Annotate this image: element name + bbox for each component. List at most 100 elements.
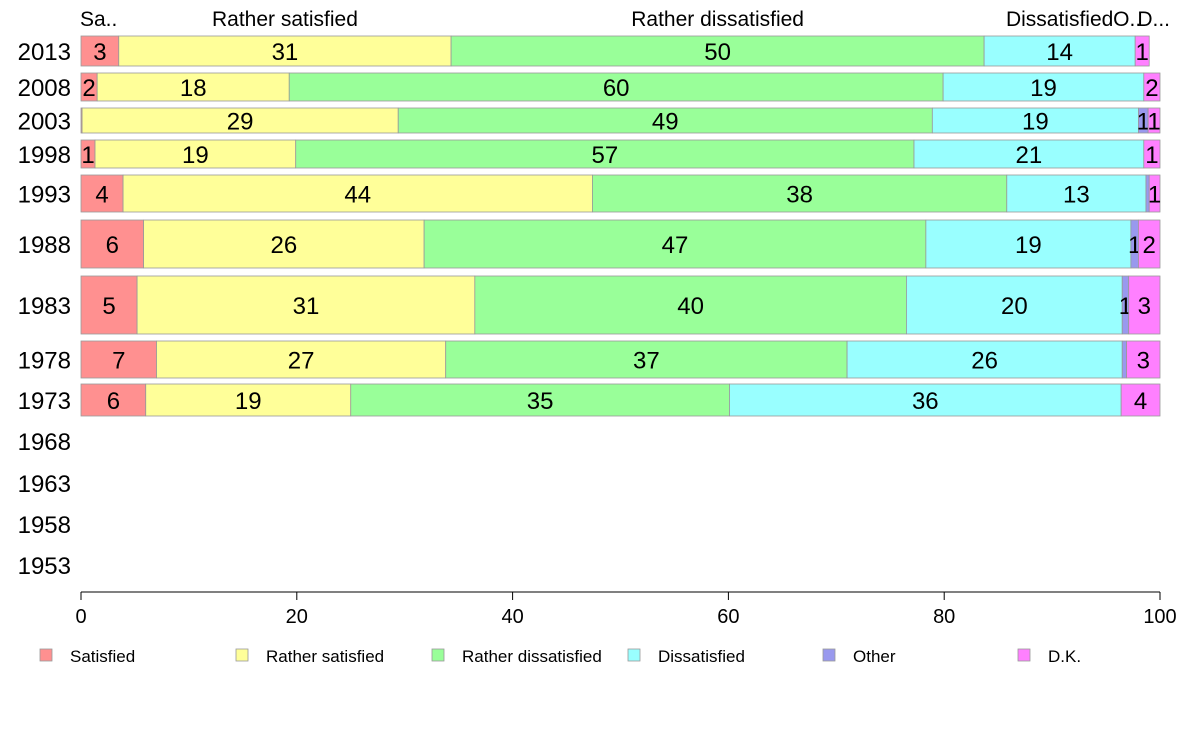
legend-swatch bbox=[1017, 648, 1031, 662]
top-segment-label: Dissatisfied bbox=[1006, 8, 1113, 31]
data-label: 21 bbox=[1016, 142, 1043, 169]
legend-swatch bbox=[822, 648, 836, 662]
data-label: 26 bbox=[971, 348, 998, 375]
data-label: 19 bbox=[1015, 232, 1042, 259]
bar-segment bbox=[450, 35, 985, 67]
x-tick-label: 80 bbox=[933, 606, 955, 628]
data-label: 40 bbox=[677, 293, 704, 320]
data-label: 36 bbox=[912, 388, 939, 415]
bar-segment bbox=[925, 219, 1132, 269]
bar-segment bbox=[80, 35, 120, 67]
data-label: 6 bbox=[107, 388, 120, 415]
bar-segment bbox=[1121, 340, 1127, 379]
data-label: 1 bbox=[1137, 109, 1150, 136]
bar-segment bbox=[1143, 139, 1161, 169]
data-label: 1 bbox=[1128, 232, 1141, 259]
data-label: 19 bbox=[1030, 75, 1057, 102]
bar-segment bbox=[122, 174, 593, 213]
top-segment-label: O.. bbox=[1113, 8, 1141, 31]
data-label: 2 bbox=[82, 75, 95, 102]
category-label: 1998 bbox=[18, 142, 71, 169]
data-label: 50 bbox=[704, 39, 731, 66]
bar-segment bbox=[1147, 107, 1161, 134]
top-segment-label: Rather dissatisfied bbox=[631, 8, 804, 31]
legend-swatch bbox=[627, 648, 641, 662]
data-label: 20 bbox=[1001, 293, 1028, 320]
data-label: 1 bbox=[1147, 109, 1160, 136]
bar-segment bbox=[81, 107, 399, 134]
bar-segment bbox=[1128, 275, 1161, 335]
data-label: 3 bbox=[1137, 348, 1150, 375]
legend-swatch bbox=[235, 648, 249, 662]
legend-swatch bbox=[431, 648, 445, 662]
data-label: 5 bbox=[102, 293, 115, 320]
bar-segment bbox=[1134, 35, 1150, 67]
bar-segment bbox=[913, 139, 1145, 169]
legend-label: Rather dissatisfied bbox=[462, 647, 602, 666]
data-label: 14 bbox=[1046, 39, 1073, 66]
legend-label: Dissatisfied bbox=[658, 647, 745, 666]
data-label: 1 bbox=[1148, 182, 1161, 209]
x-tick-label: 100 bbox=[1143, 606, 1176, 628]
bar-segment bbox=[445, 340, 848, 379]
bar-segment bbox=[846, 340, 1123, 379]
bar-segment bbox=[80, 383, 147, 417]
category-label: 1978 bbox=[18, 348, 71, 375]
bar-segment bbox=[1138, 219, 1161, 269]
bar-segment bbox=[136, 275, 476, 335]
legend-swatch bbox=[39, 648, 53, 662]
bar-segment bbox=[80, 340, 157, 379]
bar-segment bbox=[288, 72, 944, 102]
data-label: 27 bbox=[288, 348, 315, 375]
bar-segment bbox=[118, 35, 452, 67]
category-label: 2008 bbox=[18, 75, 71, 102]
category-label: 1953 bbox=[18, 553, 71, 580]
bar-segment bbox=[397, 107, 933, 134]
top-segment-label: Rather satisfied bbox=[212, 8, 358, 31]
category-label: 1973 bbox=[18, 388, 71, 415]
legend-label: Satisfied bbox=[70, 647, 135, 666]
bar-segment bbox=[350, 383, 730, 417]
bar-segment bbox=[94, 139, 297, 169]
x-tick-label: 0 bbox=[75, 606, 86, 628]
data-label: 3 bbox=[1138, 293, 1151, 320]
category-label: 2013 bbox=[18, 39, 71, 66]
data-label: 60 bbox=[603, 75, 630, 102]
legend-label: Other bbox=[853, 647, 896, 666]
bar-segment bbox=[1006, 174, 1147, 213]
bar-segment bbox=[143, 219, 425, 269]
category-label: 1958 bbox=[18, 512, 71, 539]
data-label: 31 bbox=[272, 39, 299, 66]
category-label: 2003 bbox=[18, 109, 71, 136]
bar-segment bbox=[423, 219, 927, 269]
bar-segment bbox=[80, 275, 138, 335]
category-label: 1968 bbox=[18, 429, 71, 456]
bar-segment bbox=[156, 340, 447, 379]
category-label: 1963 bbox=[18, 471, 71, 498]
data-label: 13 bbox=[1063, 182, 1090, 209]
bar-segment bbox=[592, 174, 1008, 213]
data-label: 19 bbox=[235, 388, 262, 415]
data-label: 6 bbox=[106, 232, 119, 259]
data-label: 37 bbox=[633, 348, 660, 375]
data-label: 1 bbox=[1145, 142, 1158, 169]
data-label: 38 bbox=[786, 182, 813, 209]
data-label: 49 bbox=[652, 109, 679, 136]
data-label: 7 bbox=[112, 348, 125, 375]
data-label: 35 bbox=[527, 388, 554, 415]
data-label: 44 bbox=[344, 182, 371, 209]
bar-segment bbox=[96, 72, 290, 102]
bar-segment bbox=[1143, 72, 1161, 102]
bar-segment bbox=[1120, 383, 1161, 417]
bar-segment bbox=[1126, 340, 1161, 379]
data-label: 1 bbox=[1136, 39, 1149, 66]
x-tick-label: 40 bbox=[501, 606, 523, 628]
data-label: 19 bbox=[1022, 109, 1049, 136]
bar-segment bbox=[906, 275, 1123, 335]
x-tick-label: 60 bbox=[717, 606, 739, 628]
category-label: 1993 bbox=[18, 182, 71, 209]
data-label: 4 bbox=[95, 182, 108, 209]
bar-segment bbox=[295, 139, 915, 169]
